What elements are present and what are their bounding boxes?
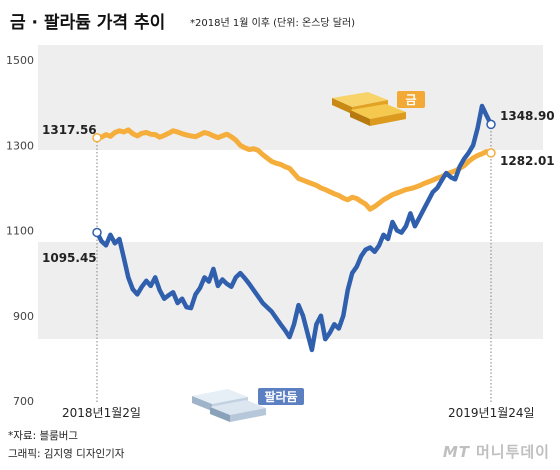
palladium-end-point (486, 119, 496, 130)
publisher-watermark: MT 머니투데이 (443, 441, 550, 462)
y-tick-label: 700 (13, 395, 34, 408)
palladium-bar-icon (192, 389, 266, 422)
gold-bar-icon (332, 92, 406, 126)
y-tick-label: 1100 (6, 225, 34, 238)
gold-end-point (486, 148, 496, 158)
band-lower (38, 242, 543, 339)
watermark-logo: MT (442, 443, 470, 461)
palladium-start-value: 1095.45 (42, 251, 97, 265)
gold-legend-label: 금 (405, 93, 416, 107)
gold-start-point (92, 133, 102, 143)
chart-subtitle: *2018년 1월 이후 (단위: 온스당 달러) (190, 18, 356, 29)
palladium-series-line (94, 103, 494, 353)
palladium-end-value: 1348.90 (500, 109, 555, 123)
y-tick-label: 900 (13, 310, 34, 323)
y-tick-label: 1300 (6, 139, 34, 152)
gold-series-line (94, 127, 494, 212)
watermark-text: 머니투데이 (475, 443, 550, 461)
palladium-legend-tag (258, 388, 304, 405)
source-note: *자료: 블룸버그 (8, 430, 79, 442)
background-bands (38, 45, 543, 339)
gold-start-value: 1317.56 (42, 123, 97, 137)
x-label-end: 2019년1월24일 (448, 406, 535, 420)
gold-end-value: 1282.01 (500, 154, 555, 168)
palladium-legend-label: 팔라듐 (264, 389, 297, 404)
graphic-credit: 그래픽: 김지영 디자인기자 (8, 448, 125, 460)
gold-legend-tag (397, 91, 425, 108)
x-label-start: 2018년1월2일 (62, 406, 141, 420)
chart-title: 금 · 팔라듐 가격 추이 (10, 13, 166, 33)
palladium-start-point (92, 227, 102, 238)
y-axis: 1500 1300 1100 900 700 (6, 54, 34, 408)
y-tick-label: 1500 (6, 54, 34, 67)
